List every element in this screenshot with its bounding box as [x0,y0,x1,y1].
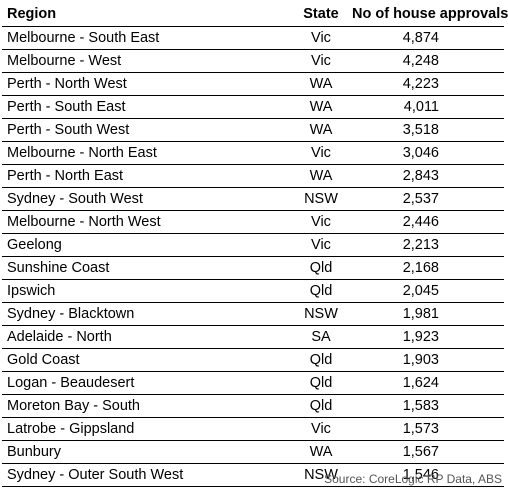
cell-region: Logan - Beaudesert [2,371,294,395]
cell-state: Vic [294,26,348,50]
cell-region: Geelong [2,233,294,257]
cell-region: Sydney - Blacktown [2,302,294,326]
cell-approvals: 2,843 [348,164,504,188]
cell-approvals: 4,011 [348,95,504,119]
cell-region: Gold Coast [2,348,294,372]
table-row: Bunbury WA 1,567 [2,440,504,464]
table-row: Perth - South West WA 3,518 [2,118,504,142]
cell-approvals: 2,213 [348,233,504,257]
table-row: Geelong Vic 2,213 [2,233,504,257]
cell-region: Melbourne - South East [2,26,294,50]
source-note: Source: CoreLogic RP Data, ABS [324,472,502,486]
header-state: State [294,2,348,27]
table-row: Perth - North East WA 2,843 [2,164,504,188]
cell-region: Ipswich [2,279,294,303]
cell-state: Qld [294,348,348,372]
cell-approvals: 1,624 [348,371,504,395]
cell-region: Melbourne - West [2,49,294,73]
table-row: Moreton Bay - South Qld 1,583 [2,394,504,418]
cell-region: Bunbury [2,440,294,464]
cell-region: Perth - South East [2,95,294,119]
cell-state: Vic [294,210,348,234]
cell-region: Sydney - Outer South West [2,463,294,487]
table-row: Sydney - Outer South West NSW 1,546 [2,463,504,487]
cell-approvals: 1,903 [348,348,504,372]
table-row: Logan - Beaudesert Qld 1,624 [2,371,504,395]
cell-state: WA [294,95,348,119]
cell-state: Vic [294,417,348,441]
cell-approvals: 3,046 [348,141,504,165]
cell-region: Perth - North West [2,72,294,96]
table-row: Sydney - South West NSW 2,537 [2,187,504,211]
cell-state: WA [294,440,348,464]
table-row: Melbourne - West Vic 4,248 [2,49,504,73]
cell-region: Sunshine Coast [2,256,294,280]
table-row: Melbourne - North East Vic 3,046 [2,141,504,165]
cell-state: Qld [294,279,348,303]
cell-region: Perth - South West [2,118,294,142]
table-header-row: Region State No of house approvals [2,2,508,27]
cell-state: NSW [294,302,348,326]
cell-state: Qld [294,256,348,280]
cell-region: Adelaide - North [2,325,294,349]
cell-approvals: 2,045 [348,279,504,303]
cell-state: WA [294,164,348,188]
cell-region: Moreton Bay - South [2,394,294,418]
cell-state: NSW [294,187,348,211]
cell-state: Qld [294,394,348,418]
table-row: Melbourne - North West Vic 2,446 [2,210,504,234]
cell-approvals: 3,518 [348,118,504,142]
cell-state: Vic [294,49,348,73]
cell-approvals: 4,248 [348,49,504,73]
cell-state: NSW [294,463,348,487]
cell-approvals: 2,168 [348,256,504,280]
cell-state: SA [294,325,348,349]
table-row: Adelaide - North SA 1,923 [2,325,504,349]
cell-approvals: 4,874 [348,26,504,50]
cell-region: Perth - North East [2,164,294,188]
cell-region: Sydney - South West [2,187,294,211]
header-region: Region [2,2,294,27]
cell-state: WA [294,72,348,96]
cell-approvals: 1,567 [348,440,504,464]
cell-approvals: 1,923 [348,325,504,349]
table-row: Gold Coast Qld 1,903 [2,348,504,372]
cell-state: WA [294,118,348,142]
cell-state: Qld [294,371,348,395]
table-row: Perth - North West WA 4,223 [2,72,504,96]
cell-approvals: 1,583 [348,394,504,418]
table-row: Sunshine Coast Qld 2,168 [2,256,504,280]
table-row: Sydney - Blacktown NSW 1,981 [2,302,504,326]
cell-state: Vic [294,233,348,257]
table-row: Melbourne - South East Vic 4,874 [2,26,504,50]
cell-approvals: 2,537 [348,187,504,211]
table-body: Melbourne - South East Vic 4,874 Melbourne … [2,26,504,487]
cell-region: Melbourne - North West [2,210,294,234]
cell-region: Melbourne - North East [2,141,294,165]
table-row: Perth - South East WA 4,011 [2,95,504,119]
cell-approvals: 1,573 [348,417,504,441]
table-row: Latrobe - Gippsland Vic 1,573 [2,417,504,441]
cell-region: Latrobe - Gippsland [2,417,294,441]
cell-approvals: 1,546 [348,463,504,487]
header-approvals: No of house approvals [348,2,508,27]
cell-approvals: 2,446 [348,210,504,234]
cell-approvals: 1,981 [348,302,504,326]
cell-state: Vic [294,141,348,165]
cell-approvals: 4,223 [348,72,504,96]
table-row: Ipswich Qld 2,045 [2,279,504,303]
